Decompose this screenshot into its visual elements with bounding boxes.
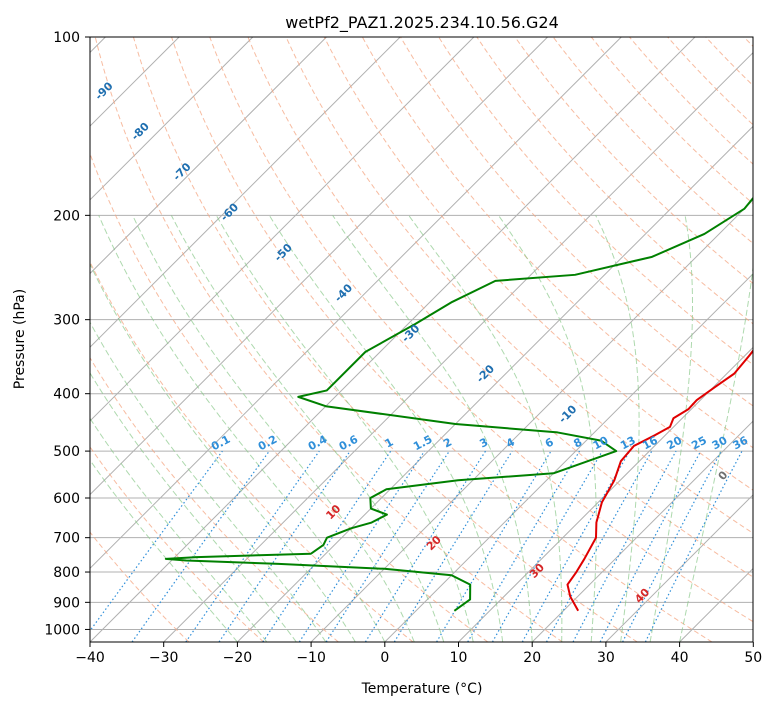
dry-adiabat-line — [514, 37, 753, 285]
dry-adiabat-line — [209, 37, 753, 623]
y-tick-label: 700 — [53, 531, 80, 547]
plot-frame — [89, 36, 754, 643]
moist-adiabat-line — [132, 215, 415, 642]
isotherm-line — [90, 37, 327, 275]
x-tick-label: −20 — [223, 650, 253, 666]
isotherm-line — [90, 37, 475, 422]
mixing-ratio-label: 10 — [591, 434, 611, 453]
moist-adiabat-line — [408, 215, 563, 642]
mixing-ratio-line — [131, 450, 270, 642]
isotherm-line — [531, 420, 753, 642]
y-tick-label: 200 — [53, 208, 80, 224]
dry-adiabat-line — [171, 37, 713, 642]
moist-adiabat-line — [90, 321, 327, 642]
y-tick-label: 500 — [53, 444, 80, 460]
mixing-ratio-line — [218, 450, 351, 642]
mixing-ratio-line — [644, 450, 743, 642]
x-tick-label: −30 — [149, 650, 179, 666]
isotherm-lines — [90, 37, 753, 642]
dry-adiabat-line — [94, 37, 563, 642]
mixing-ratio-label: 25 — [689, 434, 709, 453]
mixing-ratio-line — [325, 450, 450, 642]
x-tick-label: 50 — [744, 650, 762, 666]
dry-adiabat-line — [132, 37, 638, 642]
dry-adiabat-line — [90, 356, 339, 642]
mixing-ratio-line — [521, 450, 631, 642]
x-tick-label: 40 — [671, 650, 689, 666]
dry-adiabat-line — [90, 260, 414, 642]
profile-lines — [164, 196, 753, 612]
isotherm-line — [90, 37, 401, 348]
mixing-ratio-label: 36 — [731, 434, 751, 453]
y-axis-label: Pressure (hPa) — [12, 289, 28, 389]
mixing-ratio-line — [262, 450, 392, 642]
isotherm-line — [458, 346, 753, 642]
moist-adiabat-line — [332, 215, 533, 642]
dry-adiabat-line — [90, 152, 489, 642]
y-tick-label: 100 — [53, 30, 80, 46]
mixing-ratio-line — [298, 450, 426, 642]
y-tick-label: 900 — [53, 595, 80, 611]
isotherm-line — [237, 125, 753, 642]
x-axis-label: Temperature (°C) — [361, 681, 483, 697]
mixing-ratio-lines — [90, 450, 743, 642]
x-tick-label: 30 — [597, 650, 615, 666]
moist-adiabat-line — [170, 215, 445, 642]
profile-line — [566, 349, 753, 612]
dry-adiabat-line — [90, 446, 264, 642]
x-tick-label: −10 — [296, 650, 326, 666]
isotherm-line — [384, 273, 753, 642]
dry-adiabat-line — [285, 37, 753, 534]
dry-adiabat-line — [247, 37, 753, 578]
dry-adiabat-line — [361, 37, 753, 449]
x-tick-label: 20 — [523, 650, 541, 666]
dry-adiabat-line — [400, 37, 753, 407]
moist-adiabat-line — [268, 215, 504, 642]
mixing-ratio-label: 20 — [665, 434, 685, 453]
dry-adiabat-line — [438, 37, 753, 366]
moist-adiabat-line — [90, 459, 238, 642]
moist-adiabat-line — [498, 215, 597, 642]
moist-adiabat-line — [90, 263, 356, 642]
moist-adiabat-line — [649, 215, 693, 642]
x-axis-ticks: −40 −30 −20 −10 0 10 20 30 40 50 — [75, 642, 762, 666]
mixing-ratio-label: 16 — [640, 434, 660, 453]
moist-adiabat-line — [595, 215, 640, 642]
x-tick-label: −40 — [75, 650, 105, 666]
moist-adiabat-line — [90, 372, 297, 642]
moist-adiabat-lines — [90, 215, 753, 642]
dry-adiabat-line — [90, 531, 190, 642]
mixing-ratio-line — [185, 450, 320, 642]
chart-title: wetPf2_PAZ1.2025.234.10.56.G24 — [285, 13, 559, 33]
x-tick-label: 0 — [380, 650, 389, 666]
mixing-ratio-label: 30 — [710, 434, 730, 453]
moist-adiabat-line — [679, 263, 753, 642]
y-tick-label: 600 — [53, 491, 80, 507]
isotherm-line — [90, 37, 696, 642]
moist-adiabat-line — [90, 417, 268, 642]
profile-line — [164, 196, 753, 612]
isotherm-line — [90, 37, 548, 496]
isotherm-line — [605, 494, 753, 642]
y-tick-label: 800 — [53, 565, 80, 581]
y-axis-ticks: 100 200 300 400 500 600 700 800 900 1000 — [44, 30, 90, 638]
mixing-ratio-line — [90, 450, 223, 632]
mixing-ratio-line — [393, 450, 513, 642]
mixing-ratio-line — [572, 450, 677, 642]
y-tick-label: 1000 — [44, 622, 80, 638]
mixing-ratio-label: 13 — [618, 434, 638, 453]
isotherm-line — [90, 37, 622, 570]
isotherm-line — [90, 37, 254, 201]
y-tick-label: 400 — [53, 387, 80, 403]
pressure-gridlines — [90, 37, 753, 630]
x-tick-label: 10 — [450, 650, 468, 666]
y-tick-label: 300 — [53, 313, 80, 329]
isotherm-line — [163, 51, 753, 642]
mixing-ratio-line — [545, 450, 653, 642]
